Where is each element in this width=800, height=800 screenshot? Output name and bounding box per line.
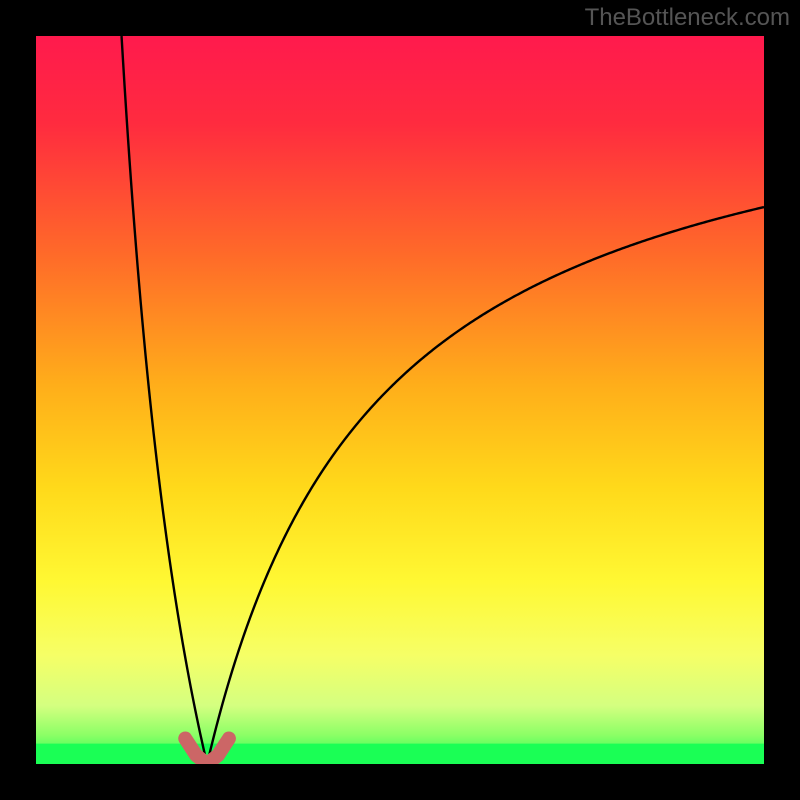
figure-root: TheBottleneck.com [0, 0, 800, 800]
green-baseline [36, 744, 764, 764]
chart-svg [0, 0, 800, 800]
plot-background-gradient [36, 36, 764, 764]
